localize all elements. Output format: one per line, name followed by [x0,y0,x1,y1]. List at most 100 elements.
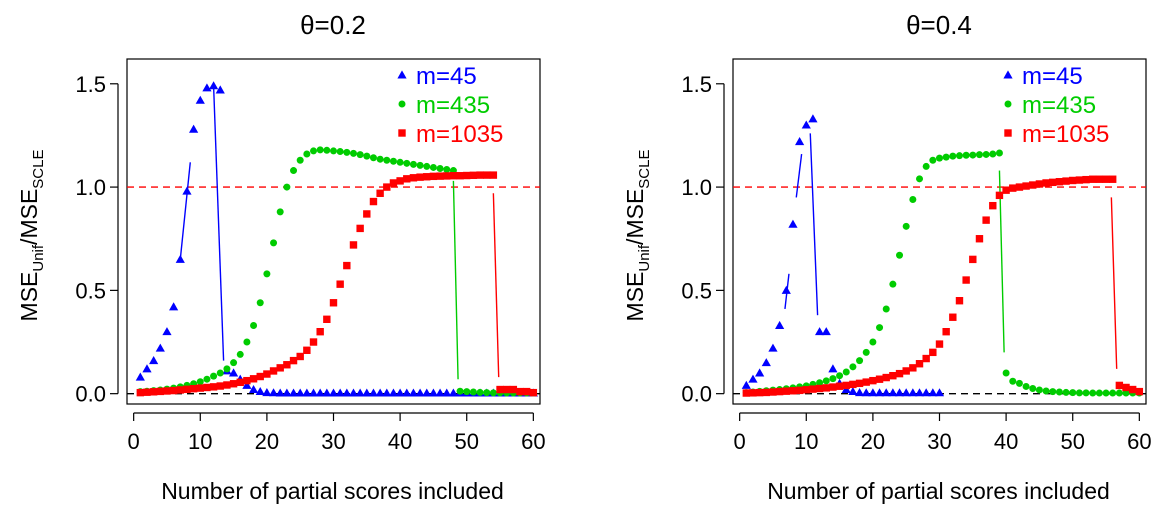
data-point [788,219,798,228]
data-point [1029,385,1037,393]
data-point [1082,175,1090,184]
data-point [282,388,292,397]
data-point [769,388,777,396]
data-point [935,340,944,348]
data-point [849,380,857,389]
data-point [914,388,925,397]
data-point [868,388,878,397]
x-tick-label: 40 [994,429,1018,454]
data-point [316,146,324,154]
data-point [789,387,797,395]
data-point [1042,179,1050,187]
data-point [342,388,352,397]
data-point [749,389,757,397]
data-point [476,388,484,396]
data-point [1055,178,1064,186]
data-point [256,299,264,307]
data-point [216,369,224,377]
data-point [463,388,471,396]
data-point [336,280,344,288]
data-point [243,376,251,385]
data-point [761,358,771,367]
data-point [1109,389,1117,397]
data-point [516,387,524,396]
data-point [216,382,224,390]
data-point [236,378,244,387]
data-point [882,305,890,313]
data-point [901,388,911,397]
x-tick-label: 20 [255,429,279,454]
data-point [388,388,399,397]
data-point [854,388,865,397]
y-axis-label: MSEUnif/MSESCLE [622,150,653,322]
data-point [229,380,238,388]
data-point [489,389,497,397]
legend-label: m=1035 [1022,121,1109,148]
data-point [469,388,477,396]
data-point [149,388,158,396]
data-point [183,385,191,394]
data-point [255,387,265,396]
data-point [163,387,171,395]
data-point [348,388,359,397]
data-point [896,251,904,259]
data-point [489,171,498,179]
data-point [328,388,339,397]
data-point [889,280,897,288]
data-point [829,383,837,391]
data-point [1035,180,1044,188]
data-point [908,388,918,397]
data-point [189,385,198,393]
y-tick-label: 0.0 [75,382,106,407]
data-point [955,297,964,305]
data-point [809,385,817,393]
data-point [295,388,305,397]
data-point [928,388,938,397]
data-point [169,386,178,395]
data-point [442,388,452,397]
data-point [969,151,977,159]
data-point [296,352,304,361]
data-point [861,388,871,397]
data-point [456,387,464,395]
data-point [303,346,311,354]
legend-marker [1004,100,1012,108]
y-tick-label: 1.0 [75,175,106,200]
data-point [1108,175,1117,183]
connector-line [998,170,1005,353]
data-point [1115,389,1123,397]
data-point [483,389,491,397]
data-point [755,368,765,377]
data-point [921,388,931,397]
data-point [322,388,332,397]
data-point [949,152,957,160]
data-point [389,179,398,187]
data-point [821,327,831,336]
data-point [916,175,924,183]
data-point [308,388,319,397]
data-point [375,388,385,397]
x-tick-label: 30 [321,429,345,454]
data-point [283,361,291,369]
data-point [936,154,943,162]
data-point [1009,184,1017,192]
data-point [874,388,885,397]
data-point [869,338,877,346]
data-point [389,157,397,165]
y-tick-label: 1.5 [75,72,106,97]
data-point [862,378,870,386]
x-tick-label: 30 [927,429,951,454]
data-point [202,83,212,92]
data-point [942,327,950,336]
data-point [802,386,810,394]
x-tick-label: 0 [128,429,140,454]
data-point [476,171,484,179]
legend-label: m=45 [1022,63,1083,90]
data-point [223,381,231,389]
data-point [955,152,963,160]
data-point [775,387,784,396]
data-point [836,372,844,380]
y-tick-label: 0.0 [681,382,712,407]
data-point [929,348,937,357]
